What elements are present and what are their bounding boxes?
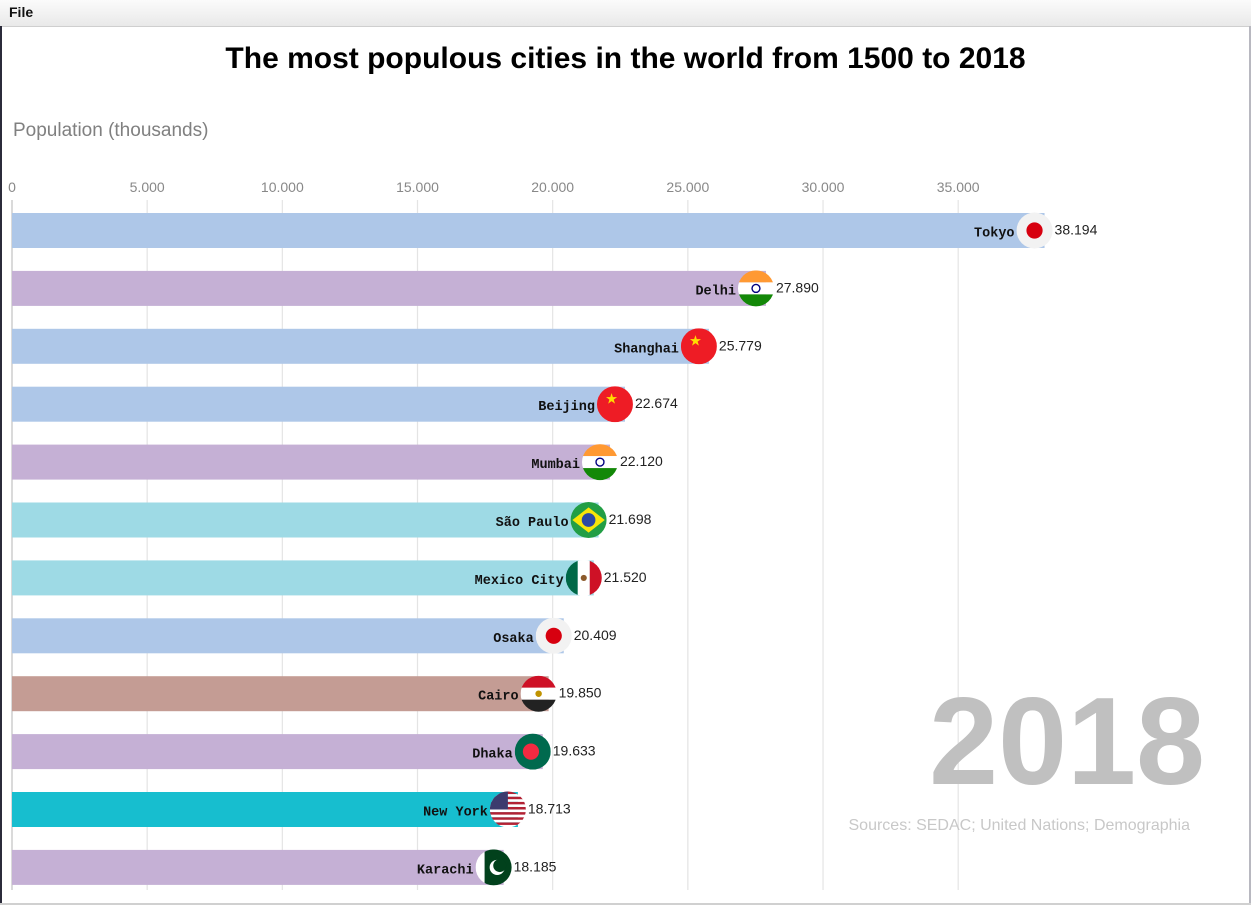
bar [12,618,564,654]
year-label: 2018 [929,673,1205,811]
bar-label: São Paulo [496,516,569,531]
bar [12,502,599,538]
bar [12,386,625,422]
bar [12,213,1045,248]
pakistan-flag-icon [475,849,512,886]
value-label: 20.409 [574,627,617,643]
japan-flag-icon [535,617,572,654]
bar-row: Mumbai 22.120 [12,444,663,481]
bar-row: ★ Beijing 22.674 [12,386,678,423]
bar [12,676,549,712]
bar-label: Cairo [478,690,519,705]
india-flag-icon [581,444,618,481]
bar-row: New York 18.713 [12,791,571,828]
value-label: 27.890 [776,279,819,295]
value-label: 18.713 [528,801,571,817]
bar-label: Delhi [695,284,736,299]
window-border-bottom [0,903,1251,905]
value-label: 22.674 [635,395,678,411]
china-flag-icon: ★ [596,386,633,423]
bar-row: Dhaka 19.633 [12,733,596,770]
bar-label: Mexico City [475,574,564,589]
bar-row: Tokyo 38.194 [12,212,1098,249]
bar-label: Beijing [538,400,595,415]
x-tick-label: 10.000 [261,179,304,195]
value-label: 19.850 [559,685,602,701]
china-flag-icon: ★ [680,328,717,365]
bar [12,444,610,480]
bar-row: Delhi 27.890 [12,270,819,307]
bar-label: Dhaka [472,748,513,763]
value-label: 22.120 [620,453,663,469]
bangladesh-flag-icon [514,733,551,770]
x-tick-label: 15.000 [396,179,439,195]
bar-row: São Paulo 21.698 [12,502,652,538]
bar-row: Mexico City 21.520 [12,559,647,596]
value-label: 21.520 [604,569,647,585]
value-label: 18.185 [514,858,557,874]
bar [12,849,504,885]
bar-label: Tokyo [974,227,1015,242]
egypt-flag-icon [520,675,557,712]
bar-row: Osaka 20.409 [12,617,617,654]
bar-row: Karachi 18.185 [12,849,557,886]
bar-label: Mumbai [531,458,580,473]
bar-row: Cairo 19.850 [12,675,602,712]
value-label: 38.194 [1055,222,1098,238]
x-tick-label: 20.000 [531,179,574,195]
bar-label: Osaka [493,632,534,647]
bar [12,734,543,770]
axis-label: Population (thousands) [13,120,209,141]
menu-file[interactable]: File [9,4,34,20]
sources-note: Sources: SEDAC; United Nations; Demograp… [848,817,1191,834]
bar-label: New York [423,806,488,821]
japan-flag-icon [1016,212,1053,249]
bar [12,792,518,827]
bar [12,328,709,364]
svg-text:★: ★ [689,333,702,349]
usa-flag-icon [489,791,526,828]
india-flag-icon [737,270,774,307]
menu-bar: File [0,0,1251,27]
x-tick-label: 0 [8,179,16,195]
bar-row: ★ Shanghai 25.779 [12,328,762,365]
mexico-flag-icon [565,559,602,596]
bar-label: Shanghai [614,342,679,357]
bar [12,560,594,596]
chart-title: The most populous cities in the world fr… [225,42,1026,75]
bar-label: Karachi [417,863,474,878]
value-label: 21.698 [609,511,652,527]
x-tick-label: 25.000 [666,179,709,195]
brazil-flag-icon [570,502,607,538]
x-tick-label: 5.000 [130,179,165,195]
value-label: 19.633 [553,743,596,759]
svg-text:★: ★ [605,391,618,407]
bar [12,270,766,306]
window-border-right [1249,26,1251,905]
x-tick-label: 35.000 [937,179,980,195]
window-border-left [0,26,2,905]
x-tick-label: 30.000 [802,179,845,195]
value-label: 25.779 [719,337,762,353]
